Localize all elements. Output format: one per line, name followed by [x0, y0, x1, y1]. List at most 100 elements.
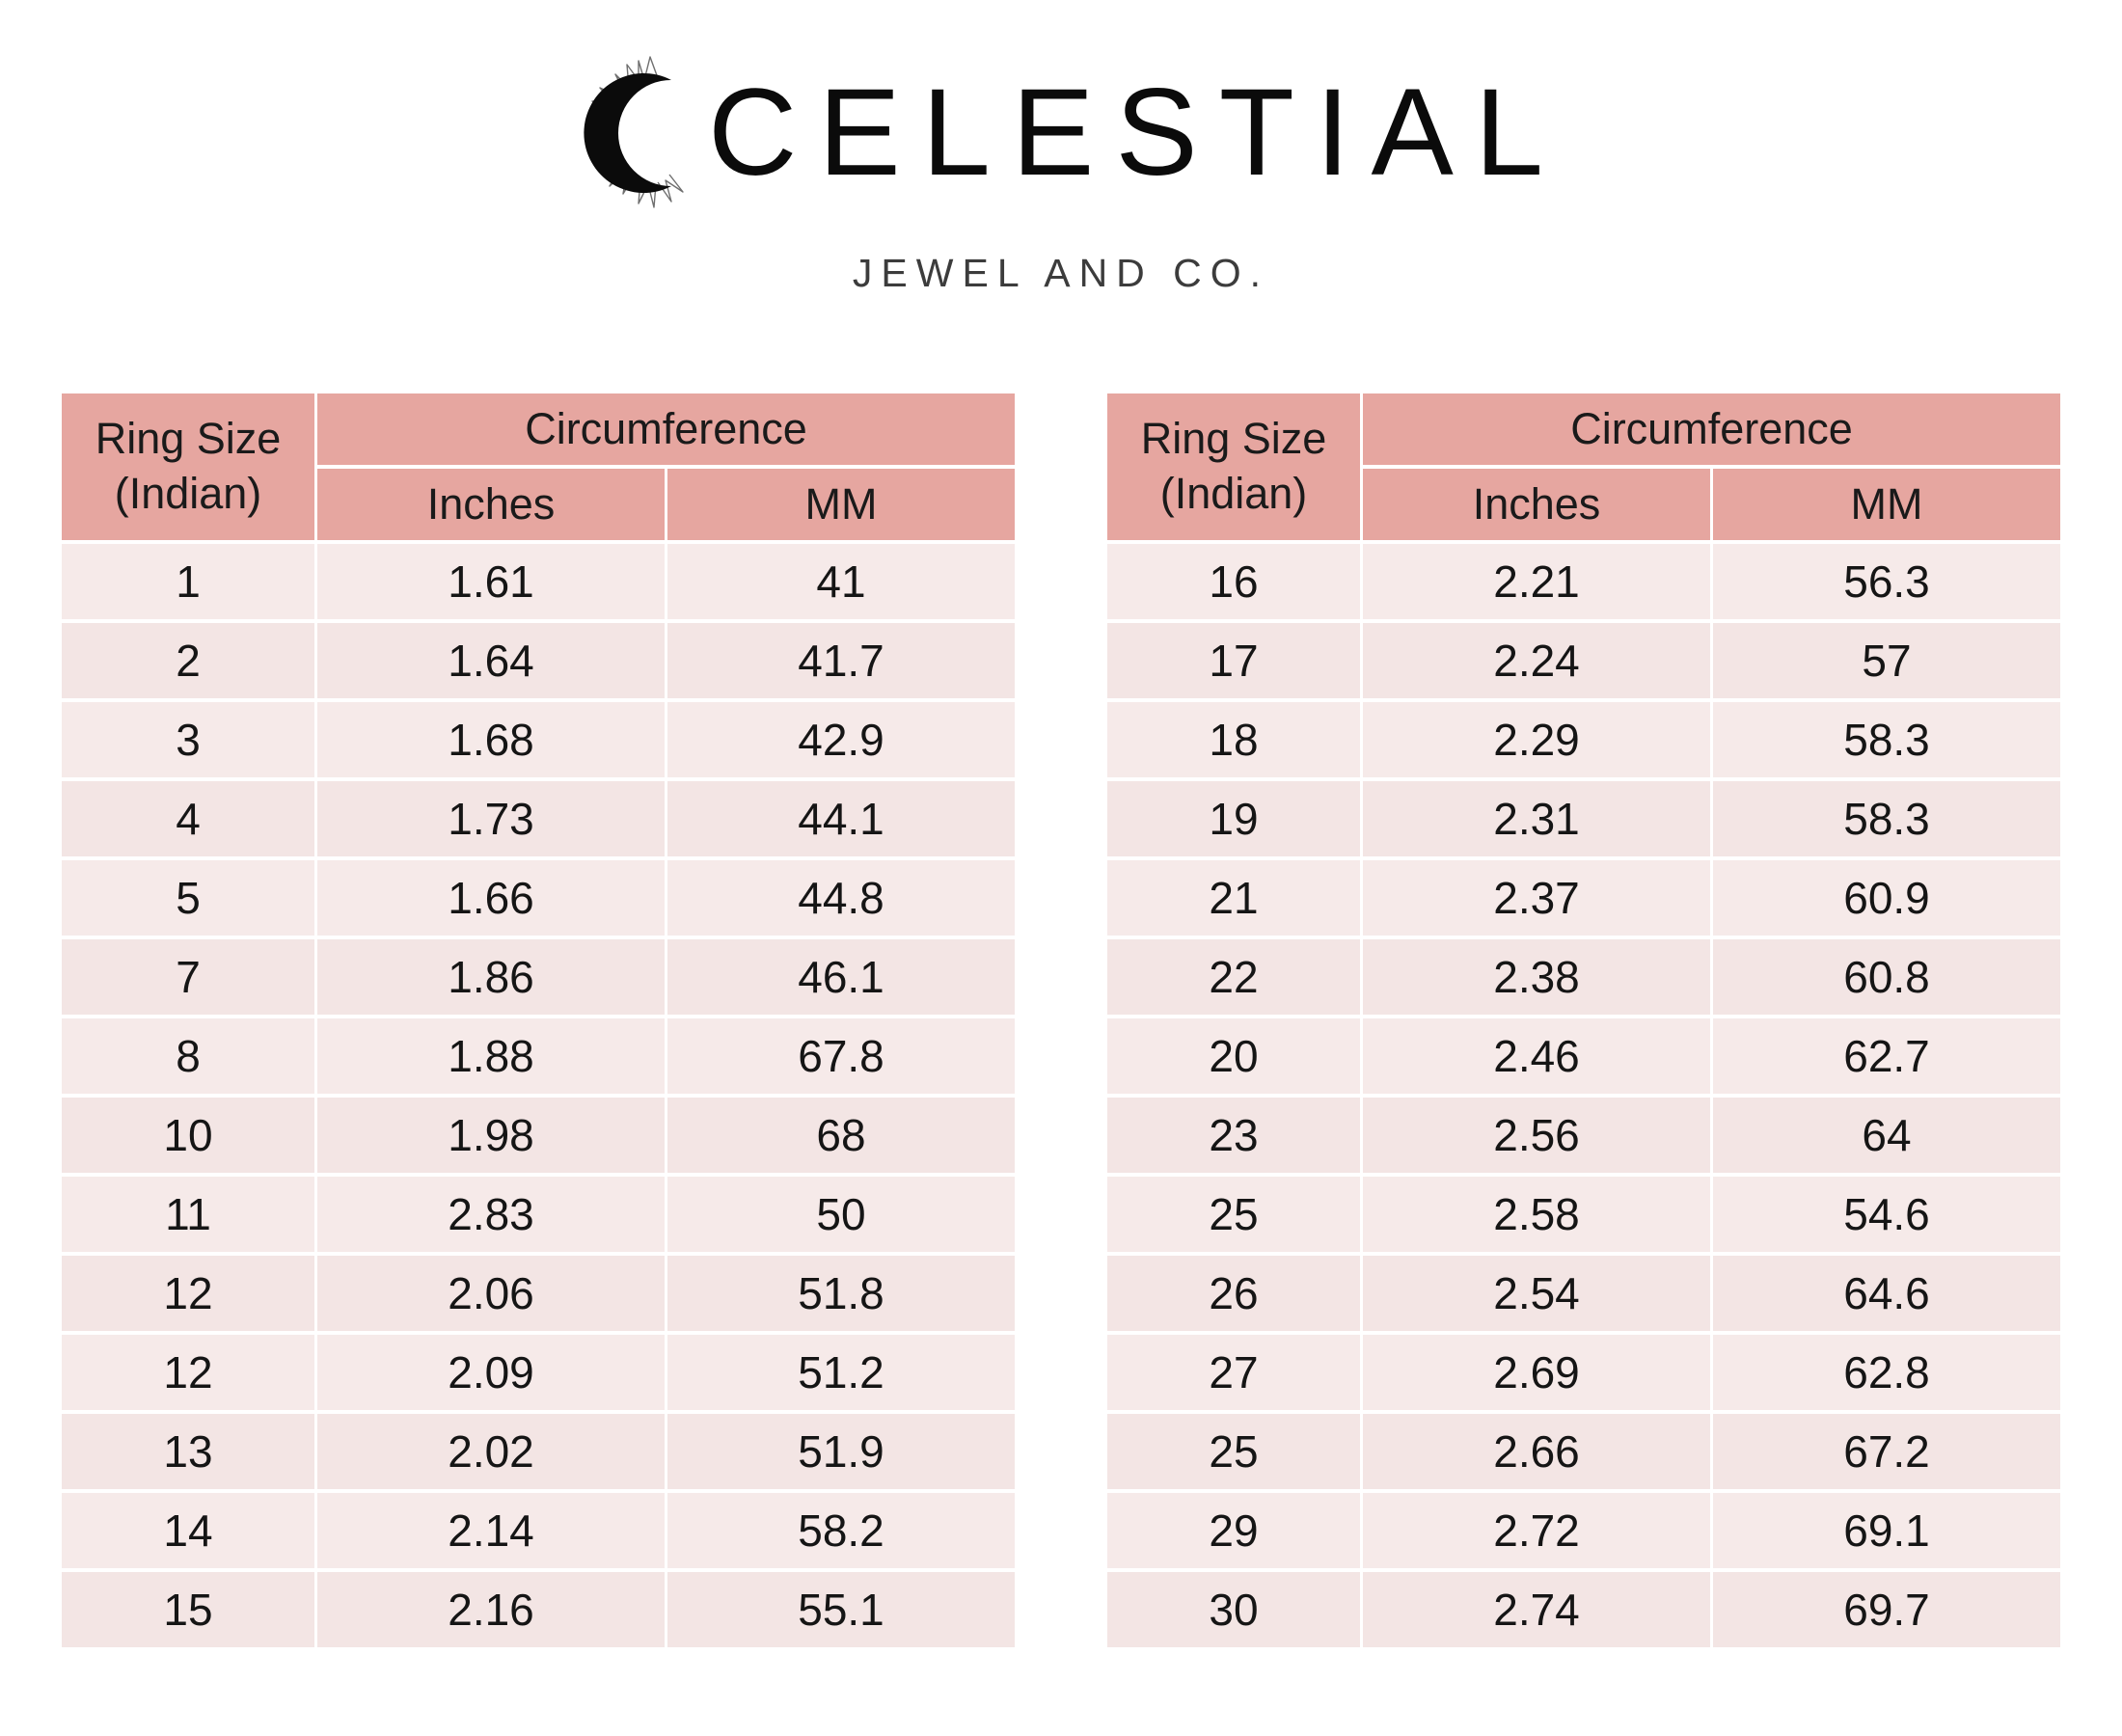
table-row: 19 2.31 58.3 [1107, 781, 2060, 856]
cell-inches: 2.37 [1363, 860, 1710, 936]
cell-ring-size: 14 [62, 1493, 314, 1568]
table-row: 30 2.74 69.7 [1107, 1572, 2060, 1647]
header-row-bottom-right: Inches MM [1107, 469, 2060, 540]
ring-size-charts: Ring Size (Indian) Circumference Inches … [0, 390, 2122, 1651]
cell-mm: 41.7 [667, 623, 1015, 698]
table-row: 12 2.09 51.2 [62, 1335, 1015, 1410]
header-circumference-right: Circumference [1363, 393, 2060, 465]
table-head-right: Ring Size (Indian) Circumference Inches … [1107, 393, 2060, 540]
cell-inches: 1.64 [317, 623, 665, 698]
cell-mm: 58.2 [667, 1493, 1015, 1568]
cell-mm: 64.6 [1713, 1256, 2060, 1331]
cell-mm: 46.1 [667, 939, 1015, 1015]
ring-size-table-right: Ring Size (Indian) Circumference Inches … [1104, 390, 2063, 1651]
cell-mm: 55.1 [667, 1572, 1015, 1647]
cell-inches: 2.54 [1363, 1256, 1710, 1331]
cell-mm: 62.7 [1713, 1018, 2060, 1094]
header-ring-size-left: Ring Size (Indian) [62, 393, 314, 540]
cell-inches: 2.58 [1363, 1177, 1710, 1252]
table-row: 7 1.86 46.1 [62, 939, 1015, 1015]
cell-ring-size: 20 [1107, 1018, 1360, 1094]
cell-ring-size: 27 [1107, 1335, 1360, 1410]
cell-inches: 2.16 [317, 1572, 665, 1647]
cell-mm: 67.2 [1713, 1414, 2060, 1489]
cell-ring-size: 11 [62, 1177, 314, 1252]
cell-ring-size: 1 [62, 544, 314, 619]
table-row: 25 2.58 54.6 [1107, 1177, 2060, 1252]
cell-inches: 2.66 [1363, 1414, 1710, 1489]
header-ring-size-line2-left: (Indian) [114, 469, 262, 518]
cell-ring-size: 29 [1107, 1493, 1360, 1568]
table-row: 22 2.38 60.8 [1107, 939, 2060, 1015]
cell-ring-size: 30 [1107, 1572, 1360, 1647]
cell-mm: 62.8 [1713, 1335, 2060, 1410]
table-row: 21 2.37 60.9 [1107, 860, 2060, 936]
cell-ring-size: 8 [62, 1018, 314, 1094]
table-row: 11 2.83 50 [62, 1177, 1015, 1252]
table-head-left: Ring Size (Indian) Circumference Inches … [62, 393, 1015, 540]
cell-ring-size: 22 [1107, 939, 1360, 1015]
table-row: 16 2.21 56.3 [1107, 544, 2060, 619]
table-body-left: 1 1.61 4 1 2 1.64 41.7 3 1.68 42.9 4 1.73 44.1 5 1.66 4… [62, 544, 1015, 1647]
cell-mm: 69.1 [1713, 1493, 2060, 1568]
brand-tagline: JEWEL AND CO. [852, 251, 1270, 295]
table-row: 3 1.68 42.9 [62, 702, 1015, 777]
cell-ring-size: 16 [1107, 544, 1360, 619]
cell-inches: 2.29 [1363, 702, 1710, 777]
cell-mm: 60.9 [1713, 860, 2060, 936]
cell-mm: 44.8 [667, 860, 1015, 936]
cell-ring-size: 7 [62, 939, 314, 1015]
brand-wordmark: CELESTIAL [558, 56, 1564, 210]
cell-mm: 54.6 [1713, 1177, 2060, 1252]
cell-ring-size: 26 [1107, 1256, 1360, 1331]
cell-inches: 2.06 [317, 1256, 665, 1331]
table-row: 27 2.69 62.8 [1107, 1335, 2060, 1410]
cell-inches: 2.74 [1363, 1572, 1710, 1647]
cell-ring-size: 15 [62, 1572, 314, 1647]
cell-mm: 58.3 [1713, 702, 2060, 777]
cell-inches: 2.46 [1363, 1018, 1710, 1094]
brand-name: CELESTIAL [707, 64, 1565, 202]
table-row: 25 2.66 67.2 [1107, 1414, 2060, 1489]
table-row: 29 2.72 69.1 [1107, 1493, 2060, 1568]
cell-ring-size: 23 [1107, 1098, 1360, 1173]
table-row: 18 2.29 58.3 [1107, 702, 2060, 777]
header-row-top-left: Ring Size (Indian) Circumference [62, 393, 1015, 540]
header-ring-size-line2-right: (Indian) [1159, 469, 1308, 518]
header-circumference-left: Circumference [317, 393, 1015, 465]
table-row: 23 2.56 64 [1107, 1098, 2060, 1173]
cell-inches: 2.21 [1363, 544, 1710, 619]
header-ring-size-line1-right: Ring Size [1140, 414, 1327, 464]
table-row: 5 1.66 44.8 [62, 860, 1015, 936]
cell-mm: 51.2 [667, 1335, 1015, 1410]
header-ring-size-line1-left: Ring Size [95, 414, 282, 464]
cell-ring-size: 13 [62, 1414, 314, 1489]
cell-inches: 2.83 [317, 1177, 665, 1252]
cell-inches: 1.98 [317, 1098, 665, 1173]
table-row: 20 2.46 62.7 [1107, 1018, 2060, 1094]
cell-mm: 64 [1713, 1098, 2060, 1173]
table-body-right: 16 2.21 56.3 17 2.24 57 18 2.29 58.3 19 2.31 58.3 21… [1107, 544, 2060, 1647]
cell-mm: 50 [667, 1177, 1015, 1252]
header-row-bottom-left: Inches MM [62, 469, 1015, 540]
cell-ring-size: 4 [62, 781, 314, 856]
cell-inches: 2.24 [1363, 623, 1710, 698]
cell-ring-size: 2 [62, 623, 314, 698]
cell-mm: 58.3 [1713, 781, 2060, 856]
brand-header: CELESTIAL JEWEL AND CO. [0, 0, 2122, 296]
cell-ring-size: 12 [62, 1256, 314, 1331]
cell-mm: 69.7 [1713, 1572, 2060, 1647]
table-row: 13 2.02 51.9 [62, 1414, 1015, 1489]
cell-inches: 1.66 [317, 860, 665, 936]
header-inches-right: Inches [1363, 469, 1710, 540]
table-row: 26 2.54 64.6 [1107, 1256, 2060, 1331]
cell-mm: 44.1 [667, 781, 1015, 856]
table-row: 4 1.73 44.1 [62, 781, 1015, 856]
cell-ring-size: 19 [1107, 781, 1360, 856]
cell-inches: 2.72 [1363, 1493, 1710, 1568]
cell-inches: 1.68 [317, 702, 665, 777]
table-row: 14 2.14 58.2 [62, 1493, 1015, 1568]
cell-inches: 2.31 [1363, 781, 1710, 856]
cell-inches: 1.61 [317, 544, 665, 619]
cell-ring-size: 25 [1107, 1414, 1360, 1489]
